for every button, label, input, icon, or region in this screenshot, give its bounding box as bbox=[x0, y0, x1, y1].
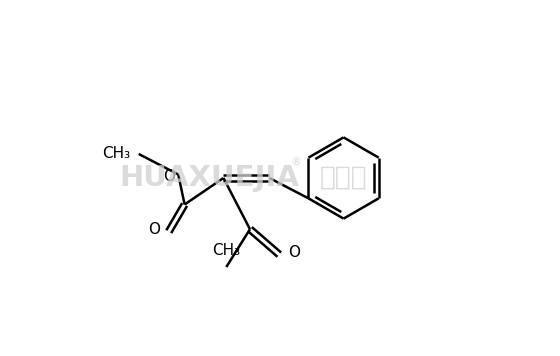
Text: CH₃: CH₃ bbox=[212, 243, 240, 258]
Text: HUAXUEJIA: HUAXUEJIA bbox=[119, 164, 299, 192]
Text: CH₃: CH₃ bbox=[102, 146, 130, 162]
Text: 化学加: 化学加 bbox=[320, 165, 367, 191]
Text: O: O bbox=[288, 245, 300, 260]
Text: O: O bbox=[148, 222, 160, 237]
Text: O: O bbox=[164, 169, 175, 184]
Text: ®: ® bbox=[291, 157, 301, 167]
